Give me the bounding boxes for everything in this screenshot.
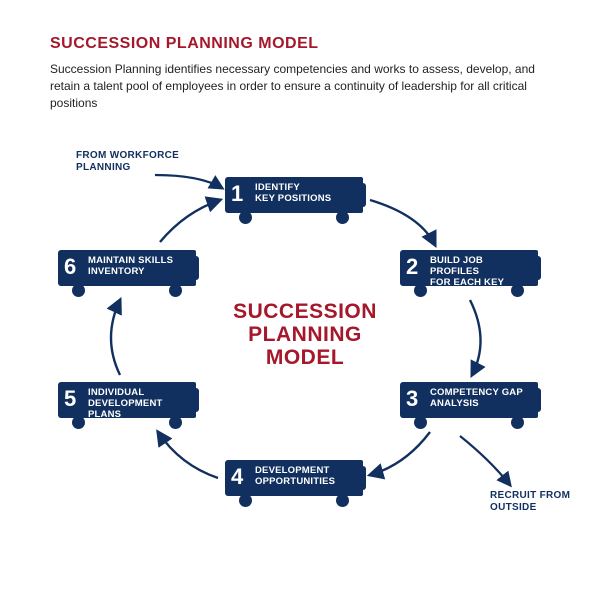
bus-wheel-icon bbox=[72, 416, 85, 429]
bus-node: 3 COMPETENCY GAPANALYSIS bbox=[400, 382, 538, 426]
bus-wheel-icon bbox=[239, 494, 252, 507]
bus-number: 1 bbox=[231, 181, 243, 207]
succession-cycle-diagram: SUCCESSION PLANNING MODEL FROM WORKFORCE… bbox=[0, 120, 600, 600]
bus-node: 2 BUILD JOB PROFILESFOR EACH KEY POSITIO… bbox=[400, 250, 538, 294]
bus-wheel-icon bbox=[169, 284, 182, 297]
bus-node: 1 IDENTIFYKEY POSITIONS bbox=[225, 177, 363, 221]
bus-label: INDIVIDUALDEVELOPMENT PLANS bbox=[88, 388, 190, 421]
bus-wheel-icon bbox=[414, 416, 427, 429]
bus-label: IDENTIFYKEY POSITIONS bbox=[255, 183, 357, 205]
center-line-1: SUCCESSION bbox=[233, 300, 377, 323]
bus-wheel-icon bbox=[511, 416, 524, 429]
center-line-3: MODEL bbox=[266, 346, 344, 369]
bus-label: DEVELOPMENTOPPORTUNITIES bbox=[255, 466, 357, 488]
annotation-from-workforce: FROM WORKFORCEPLANNING bbox=[76, 150, 196, 174]
bus-wheel-icon bbox=[336, 211, 349, 224]
bus-front-icon bbox=[360, 466, 366, 490]
bus-number: 6 bbox=[64, 254, 76, 280]
bus-label: BUILD JOB PROFILESFOR EACH KEY POSITION bbox=[430, 256, 532, 300]
page-subtitle: Succession Planning identifies necessary… bbox=[50, 61, 550, 111]
bus-front-icon bbox=[360, 183, 366, 207]
center-label: SUCCESSION PLANNING MODEL bbox=[230, 300, 380, 369]
bus-wheel-icon bbox=[239, 211, 252, 224]
page-title: SUCCESSION PLANNING MODEL bbox=[50, 35, 560, 53]
annotation-recruit-outside: RECRUIT FROMOUTSIDE bbox=[490, 490, 590, 514]
bus-number: 2 bbox=[406, 254, 418, 280]
bus-front-icon bbox=[535, 256, 541, 280]
bus-number: 5 bbox=[64, 386, 76, 412]
bus-number: 3 bbox=[406, 386, 418, 412]
page: SUCCESSION PLANNING MODEL Succession Pla… bbox=[0, 0, 600, 600]
center-line-2: PLANNING bbox=[248, 323, 362, 346]
bus-node: 6 MAINTAIN SKILLSINVENTORY bbox=[58, 250, 196, 294]
bus-wheel-icon bbox=[336, 494, 349, 507]
bus-front-icon bbox=[535, 388, 541, 412]
bus-node: 5 INDIVIDUALDEVELOPMENT PLANS bbox=[58, 382, 196, 426]
bus-node: 4 DEVELOPMENTOPPORTUNITIES bbox=[225, 460, 363, 504]
bus-label: COMPETENCY GAPANALYSIS bbox=[430, 388, 532, 410]
bus-front-icon bbox=[193, 256, 199, 280]
bus-front-icon bbox=[193, 388, 199, 412]
bus-wheel-icon bbox=[414, 284, 427, 297]
bus-number: 4 bbox=[231, 464, 243, 490]
bus-label: MAINTAIN SKILLSINVENTORY bbox=[88, 256, 190, 278]
bus-wheel-icon bbox=[72, 284, 85, 297]
